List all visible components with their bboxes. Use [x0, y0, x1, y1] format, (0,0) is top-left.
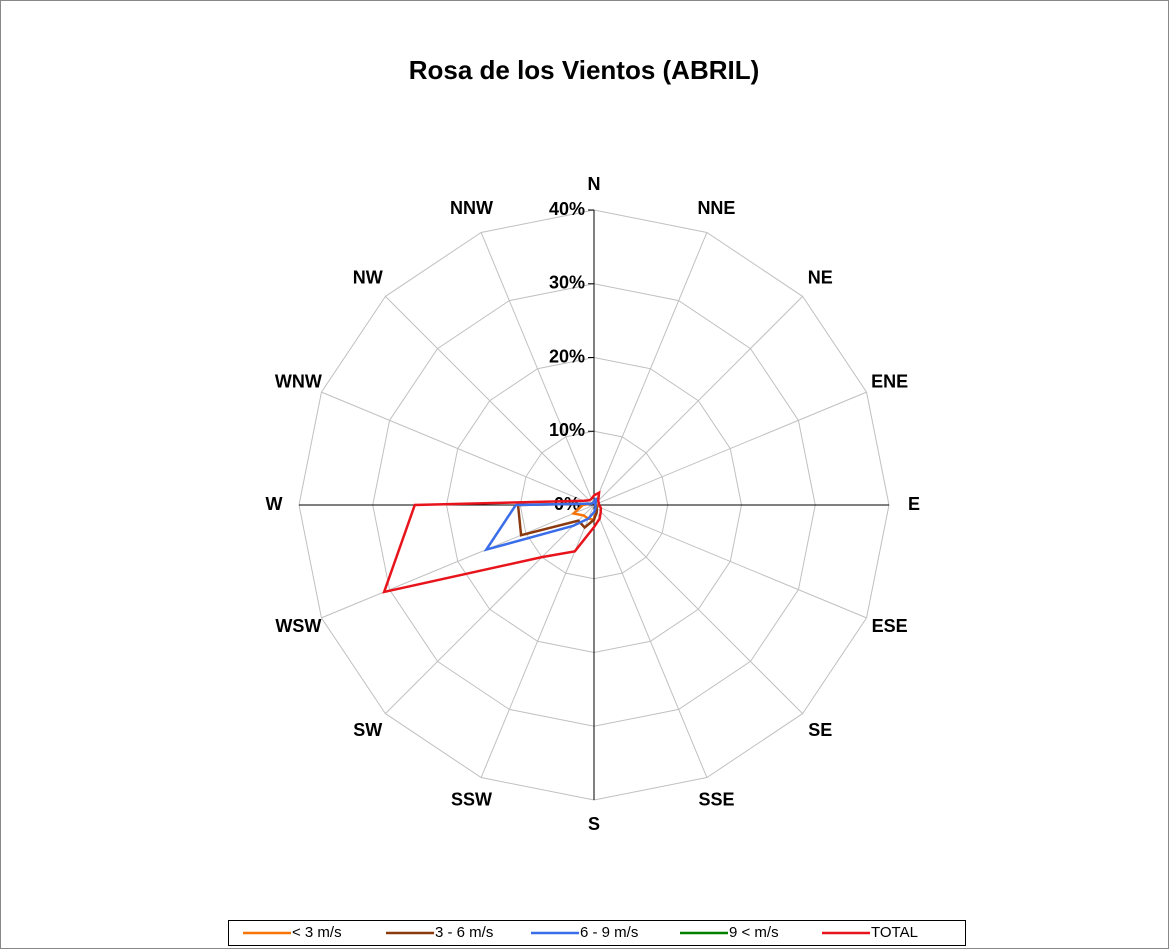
chart-title: Rosa de los Vientos (ABRIL)	[409, 55, 760, 85]
spoke	[385, 296, 595, 506]
category-label: E	[908, 494, 920, 514]
series-line	[382, 490, 603, 594]
category-label: N	[588, 174, 601, 194]
spoke	[593, 391, 867, 506]
category-label: NW	[353, 267, 383, 287]
spoke	[593, 504, 803, 714]
category-label: SW	[353, 720, 382, 740]
category-label: W	[266, 494, 283, 514]
series-line	[483, 497, 599, 552]
r-tick-label: 40%	[549, 199, 585, 219]
r-tick-label: 20%	[549, 346, 585, 366]
category-label: NNW	[450, 198, 493, 218]
spoke	[321, 504, 595, 619]
legend-label: 6 - 9 m/s	[580, 924, 638, 941]
category-label: WSW	[275, 616, 321, 636]
legend-label: < 3 m/s	[292, 924, 342, 941]
spoke	[593, 232, 708, 506]
category-label: NE	[808, 267, 833, 287]
category-label: ENE	[871, 371, 908, 391]
spoke	[593, 504, 708, 778]
category-label: WNW	[275, 371, 322, 391]
category-label: SSW	[451, 789, 492, 809]
category-label: SSE	[698, 789, 734, 809]
r-tick-label: 30%	[549, 273, 585, 293]
legend-label: 3 - 6 m/s	[435, 924, 493, 941]
category-label: NNE	[697, 198, 735, 218]
spoke	[321, 391, 595, 506]
category-label: SE	[808, 720, 832, 740]
category-label: S	[588, 814, 600, 834]
spoke	[593, 296, 803, 506]
category-label: ESE	[872, 616, 908, 636]
spoke	[593, 504, 867, 619]
r-tick-label: 10%	[549, 420, 585, 440]
spoke	[385, 504, 595, 714]
legend-label: 9 < m/s	[729, 924, 779, 941]
legend-label: TOTAL	[871, 924, 918, 941]
spoke	[480, 232, 595, 506]
